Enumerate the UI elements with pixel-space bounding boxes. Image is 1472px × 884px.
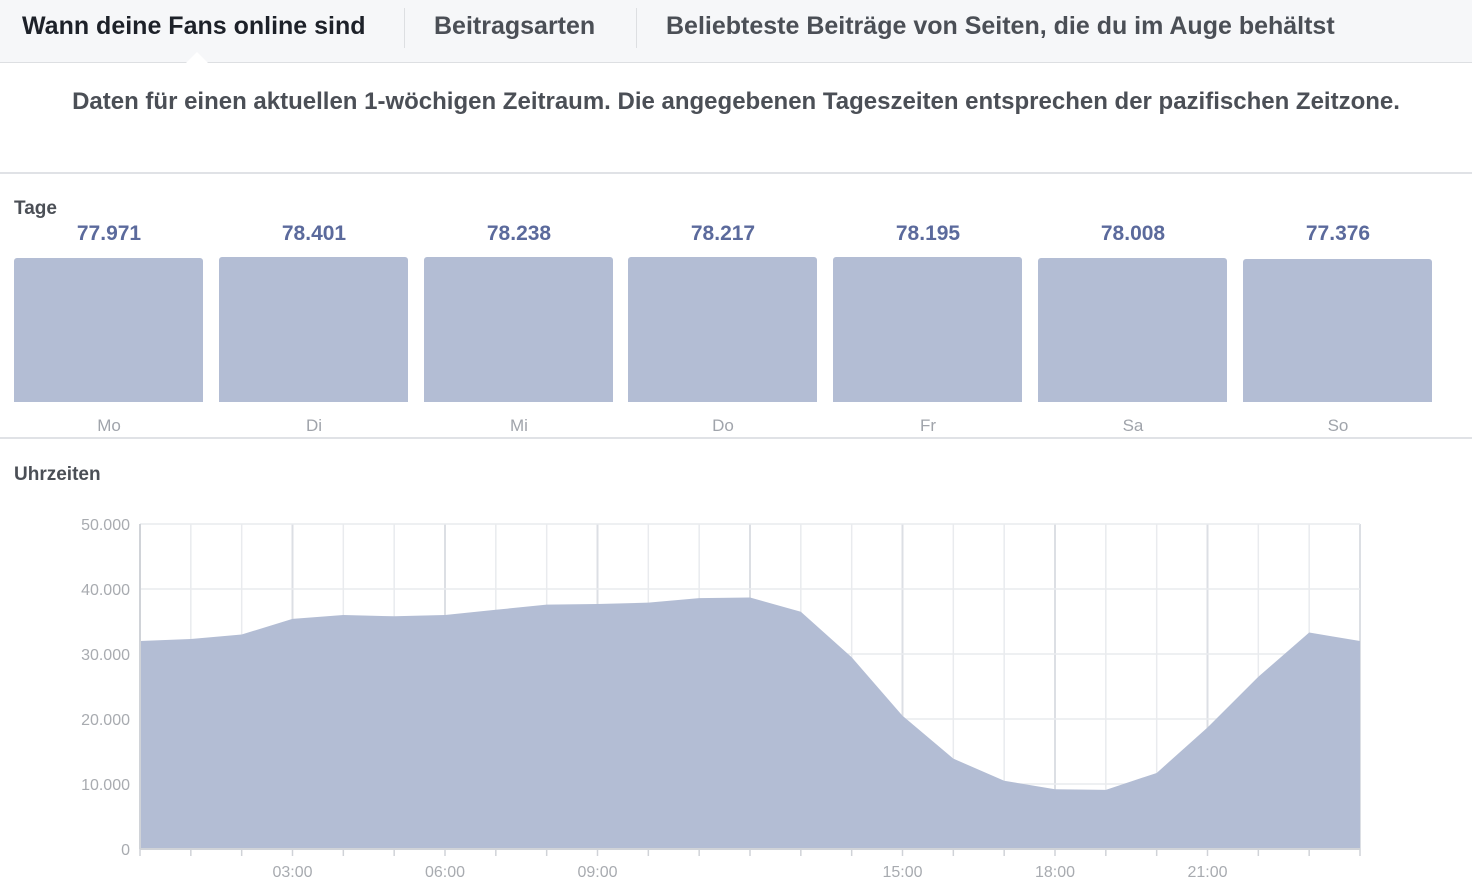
x-tick-label: 21:00 (1187, 864, 1227, 881)
day-column: 78.008 Sa (1038, 222, 1228, 436)
day-axis-label: Sa (1122, 416, 1144, 435)
tab-divider (404, 8, 405, 48)
day-column: 78.195 Fr (833, 222, 1023, 436)
day-axis-label: Mo (97, 416, 121, 435)
x-tick-label: 09:00 (577, 864, 617, 881)
hours-area-chart: 0 10.000 20.000 30.000 40.000 50.000 03:00 06:0… (81, 517, 1361, 881)
day-column: 77.376 So (1243, 222, 1433, 436)
divider (0, 172, 1472, 174)
y-tick-label: 0 (121, 842, 130, 859)
day-bar (1243, 259, 1432, 402)
x-tick-label: 18:00 (1035, 864, 1075, 881)
date-range-note: Daten für einen aktuellen 1-wöchigen Zei… (72, 88, 1400, 115)
days-section-title: Tage (14, 198, 57, 219)
day-value-label: 77.971 (76, 222, 142, 245)
y-tick-label: 50.000 (81, 517, 130, 534)
hours-section-title: Uhrzeiten (14, 464, 101, 485)
x-tick-label: 03:00 (272, 864, 312, 881)
x-tick-label: 06:00 (425, 864, 465, 881)
x-tick-label: 15:00 (882, 864, 922, 881)
day-column: 77.971 Mo (14, 222, 204, 436)
tab-top-posts-watched-pages[interactable]: Beliebteste Beiträge von Seiten, die du … (666, 12, 1335, 40)
day-bar (14, 258, 203, 402)
divider (0, 437, 1472, 439)
tab-post-types[interactable]: Beitragsarten (434, 12, 596, 40)
tab-divider (636, 8, 637, 48)
day-value-label: 78.195 (895, 222, 961, 245)
day-column: 78.401 Di (219, 222, 409, 436)
y-tick-label: 40.000 (81, 582, 130, 599)
day-axis-label: Fr (919, 416, 937, 435)
day-bar (424, 257, 613, 402)
day-value-label: 78.401 (281, 222, 347, 245)
day-bar (219, 257, 408, 402)
tab-fans-online[interactable]: Wann deine Fans online sind (22, 12, 366, 40)
y-tick-label: 10.000 (81, 777, 130, 794)
active-tab-caret-icon (186, 52, 208, 63)
day-value-label: 78.008 (1100, 222, 1166, 245)
day-axis-label: Di (305, 416, 323, 435)
day-column: 78.238 Mi (424, 222, 614, 436)
day-bar (1038, 258, 1227, 402)
day-axis-label: Mi (510, 416, 528, 435)
tab-bar: Wann deine Fans online sind Beitragsarte… (0, 0, 1472, 63)
day-value-label: 78.238 (486, 222, 552, 245)
day-bar (628, 257, 817, 402)
day-bar (833, 257, 1022, 402)
day-value-label: 78.217 (690, 222, 756, 245)
day-axis-label: Do (712, 416, 734, 435)
y-tick-label: 20.000 (81, 712, 130, 729)
day-column: 78.217 Do (628, 222, 818, 436)
y-tick-label: 30.000 (81, 647, 130, 664)
day-value-label: 77.376 (1305, 222, 1371, 245)
hours-area (140, 597, 1360, 849)
day-axis-label: So (1327, 416, 1349, 435)
